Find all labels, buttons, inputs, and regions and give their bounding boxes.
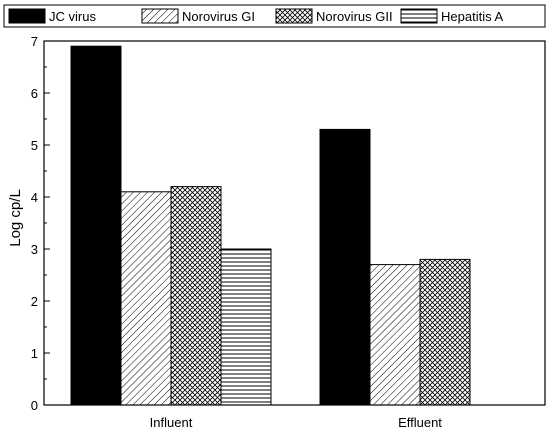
y-tick-label: 3 [31, 242, 38, 257]
legend-swatch-hepatitis-a [400, 8, 438, 24]
y-tick-label: 6 [31, 86, 38, 101]
x-tick-label-influent: Influent [150, 415, 193, 430]
bar-norovirus-gi-effluent [369, 264, 421, 406]
legend-label-hepatitis-a: Hepatitis A [441, 9, 503, 24]
bar-norovirus-gii-effluent [419, 258, 471, 406]
legend-swatch-jc-virus [8, 8, 46, 24]
legend-swatch-norovirus-gi [141, 8, 179, 24]
legend-label-jc-virus: JC virus [49, 9, 96, 24]
bar-jc-virus-influent [70, 45, 122, 406]
legend: JC virus Norovirus GI Norovirus GII Hepatit… [3, 4, 546, 28]
y-tick-label: 7 [31, 34, 38, 49]
bar-jc-virus-effluent [319, 128, 371, 406]
y-tick-label: 1 [31, 346, 38, 361]
plot-area [70, 45, 471, 406]
legend-label-norovirus-gii: Norovirus GII [316, 9, 393, 24]
bar-norovirus-gi-influent [120, 191, 172, 406]
legend-swatch-norovirus-gii [275, 8, 313, 24]
legend-label-norovirus-gi: Norovirus GI [182, 9, 255, 24]
y-tick-label: 0 [31, 398, 38, 413]
y-axis-label: Log cp/L [7, 189, 24, 247]
y-tick-label: 5 [31, 138, 38, 153]
y-tick-label: 2 [31, 294, 38, 309]
x-tick-label-effluent: Effluent [398, 415, 442, 430]
bar-norovirus-gii-influent [170, 186, 222, 406]
y-tick-label: 4 [31, 190, 38, 205]
bar-hepatitis-a-influent [220, 248, 272, 406]
axes: 0 1 2 3 4 5 6 7 Influent Effluent [31, 34, 546, 430]
